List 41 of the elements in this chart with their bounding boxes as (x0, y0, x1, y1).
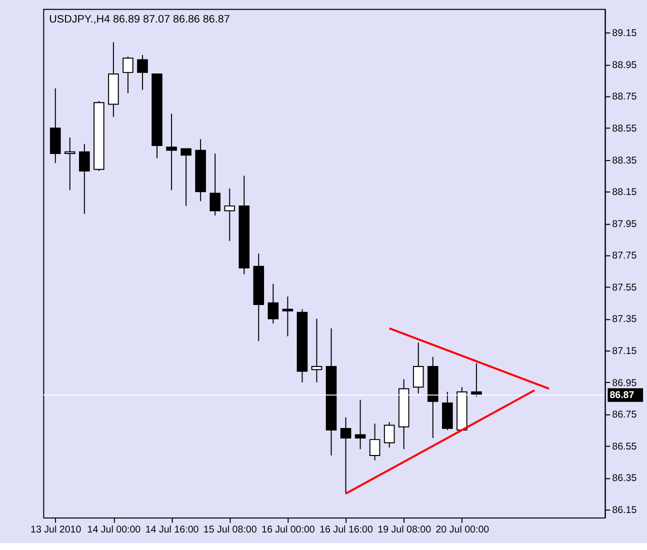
y-tick-label: 88.35 (612, 155, 638, 166)
y-tick-label: 88.75 (612, 92, 638, 103)
candlestick (64, 137, 76, 191)
candlestick (79, 143, 90, 214)
chart-title: USDJPY.,H4 86.89 87.07 86.86 86.87 (49, 14, 230, 26)
y-tick-label: 87.75 (612, 250, 638, 262)
candlestick (224, 188, 236, 242)
x-tick-label: 16 Jul 00:00 (261, 524, 316, 536)
candlestick (282, 296, 294, 337)
y-tick-label: 88.55 (612, 124, 638, 135)
y-tick-label: 86.95 (612, 378, 638, 389)
x-tick-label: 15 Jul 08:00 (203, 524, 258, 536)
x-tick-label: 14 Jul 16:00 (145, 524, 200, 536)
y-tick-label: 86.55 (612, 441, 638, 452)
candlestick (210, 153, 220, 216)
y-tick-label: 87.15 (612, 346, 638, 357)
y-tick-label: 88.15 (612, 187, 638, 198)
x-tick-label: 19 Jul 08:00 (378, 524, 432, 536)
y-tick-label: 86.35 (612, 473, 638, 484)
y-tick-label: 87.35 (612, 314, 638, 326)
candlestick (340, 416, 352, 494)
candlestick (369, 423, 380, 461)
y-tick-label: 88.95 (612, 60, 638, 71)
y-tick-label: 87.95 (612, 218, 638, 230)
y-tick-label: 87.55 (612, 282, 638, 294)
candlestick (166, 113, 177, 191)
candlestick (180, 148, 192, 206)
y-tick-label: 89.15 (612, 28, 638, 40)
y-tick-label: 86.15 (612, 504, 638, 516)
candlestick (354, 399, 366, 450)
candlestick (122, 56, 134, 94)
x-tick-label: 16 Jul 16:00 (320, 524, 374, 536)
x-tick-label: 14 Jul 00:00 (87, 524, 142, 536)
y-tick-label: 86.75 (612, 410, 638, 421)
candlestick (311, 318, 322, 383)
x-tick-label: 20 Jul 00:00 (436, 524, 490, 536)
candlestick (268, 283, 279, 324)
ref-line-label: 86.87 (610, 390, 635, 402)
x-tick-label: 13 Jul 2010 (30, 524, 82, 536)
candlestick (137, 54, 148, 90)
candlestick (384, 422, 395, 448)
